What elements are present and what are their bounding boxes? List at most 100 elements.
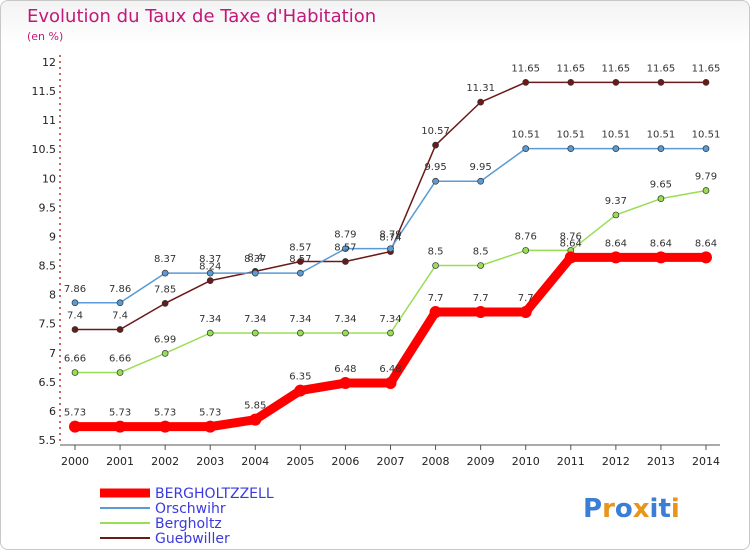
data-label: 7.34 (244, 314, 266, 325)
data-point (564, 251, 577, 264)
data-point (69, 420, 81, 433)
data-label: 6.66 (64, 354, 86, 365)
data-point (384, 377, 397, 390)
data-point (342, 245, 349, 253)
data-label: 5.73 (154, 408, 176, 419)
data-label: 10.51 (692, 130, 721, 141)
data-label: 8.79 (379, 230, 401, 241)
data-label: 11.65 (602, 63, 631, 74)
data-point (612, 211, 620, 219)
data-point (567, 145, 575, 152)
y-tick-label: 7.5 (39, 318, 57, 331)
y-tick-label: 5.5 (39, 434, 57, 447)
y-tick-label: 8.5 (39, 260, 57, 273)
data-label: 6.48 (334, 364, 356, 375)
data-point (654, 251, 667, 264)
data-label: 8.64 (560, 238, 582, 249)
data-label: 7.4 (67, 311, 83, 322)
data-label: 7.4 (112, 311, 128, 322)
data-point (612, 79, 620, 86)
data-point (477, 177, 484, 185)
data-point (342, 329, 349, 337)
y-tick-label: 11 (42, 114, 56, 127)
x-tick-label: 2012 (602, 455, 630, 468)
data-label: 7.7 (518, 293, 534, 304)
data-point (567, 79, 575, 86)
data-label: 7.34 (199, 314, 221, 325)
data-point (522, 247, 530, 254)
data-point (204, 420, 217, 433)
data-label: 7.34 (334, 314, 356, 325)
data-point (387, 329, 394, 337)
data-label: 8.5 (473, 247, 489, 258)
data-point (522, 145, 530, 152)
data-label: 6.99 (154, 334, 176, 345)
x-tick-label: 2010 (512, 455, 540, 468)
data-point (116, 299, 124, 307)
data-point (297, 329, 304, 337)
data-label: 9.65 (650, 180, 672, 191)
data-label: 5.73 (64, 408, 86, 419)
y-tick-label: 10.5 (32, 143, 57, 156)
data-label: 8.57 (289, 242, 311, 253)
data-label: 11.31 (466, 83, 495, 94)
data-point (657, 79, 665, 86)
data-label: 8.24 (199, 262, 221, 273)
data-point (297, 258, 304, 265)
data-label: 7.34 (289, 314, 311, 325)
data-label: 9.95 (424, 162, 446, 173)
data-point (429, 306, 442, 319)
data-label: 11.65 (647, 63, 676, 74)
data-point (249, 413, 262, 426)
series-line-orschwihr (75, 147, 706, 304)
data-label: 8.64 (695, 238, 717, 249)
data-point (251, 269, 259, 277)
data-point (297, 269, 304, 277)
data-label: 8.79 (334, 230, 356, 241)
data-point (161, 350, 169, 357)
chart-subtitle: (en %) (27, 30, 64, 43)
data-point (159, 420, 172, 433)
data-label: 7.7 (473, 293, 489, 304)
data-point (206, 277, 214, 285)
data-point (206, 269, 214, 277)
legend-label-orschwihr: Orschwihr (155, 501, 226, 517)
y-tick-label: 6 (49, 405, 56, 418)
x-tick-label: 2003 (196, 455, 224, 468)
x-tick-label: 2011 (557, 455, 585, 468)
y-tick-label: 9.5 (39, 201, 57, 214)
data-point (477, 262, 484, 269)
x-tick-label: 2007 (377, 455, 405, 468)
data-point (432, 141, 439, 149)
data-label: 11.65 (692, 63, 721, 74)
y-tick-label: 7 (49, 347, 56, 360)
proxiti-logo: Proxiti (583, 494, 680, 524)
data-point (294, 384, 307, 397)
data-label: 5.73 (199, 408, 221, 419)
data-label: 7.34 (379, 314, 401, 325)
data-label: 8.37 (244, 254, 266, 265)
data-label: 10.51 (511, 130, 540, 141)
x-tick-label: 2013 (647, 455, 675, 468)
x-tick-label: 2001 (106, 455, 134, 468)
data-label: 8.37 (154, 254, 176, 265)
data-point (702, 145, 710, 152)
data-label: 11.65 (511, 63, 540, 74)
data-point (161, 299, 169, 307)
x-tick-label: 2005 (286, 455, 314, 468)
data-point (432, 262, 439, 269)
data-label: 9.95 (470, 162, 492, 173)
data-point (612, 145, 620, 152)
data-point (702, 187, 710, 194)
y-tick-label: 6.5 (39, 376, 57, 389)
data-label: 7.86 (64, 284, 86, 295)
data-label: 10.51 (602, 130, 631, 141)
data-point (387, 245, 394, 253)
data-point (116, 369, 124, 376)
data-point (657, 195, 665, 203)
data-point (114, 420, 127, 433)
x-tick-label: 2006 (331, 455, 359, 468)
logo-text: Proxiti (583, 494, 680, 524)
y-tick-label: 10 (42, 172, 56, 185)
